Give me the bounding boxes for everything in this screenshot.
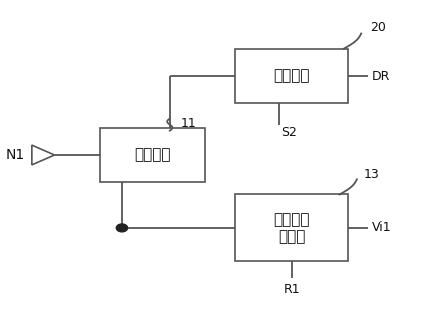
Polygon shape [32,145,55,165]
Text: 复位电路: 复位电路 [274,69,310,83]
Text: DR: DR [372,69,390,82]
Text: 驱动电路: 驱动电路 [134,148,170,162]
Text: R1: R1 [283,283,300,296]
Bar [100,128,205,182]
Text: 20: 20 [370,21,386,34]
Bar [235,49,348,103]
Bar [235,194,348,261]
Text: 11: 11 [181,117,196,130]
Text: 第一初始
化电路: 第一初始 化电路 [274,212,310,244]
Circle shape [116,224,127,232]
Text: S2: S2 [281,126,297,139]
Text: Vi1: Vi1 [372,221,392,234]
Text: N1: N1 [6,148,25,162]
Text: 13: 13 [364,168,379,181]
